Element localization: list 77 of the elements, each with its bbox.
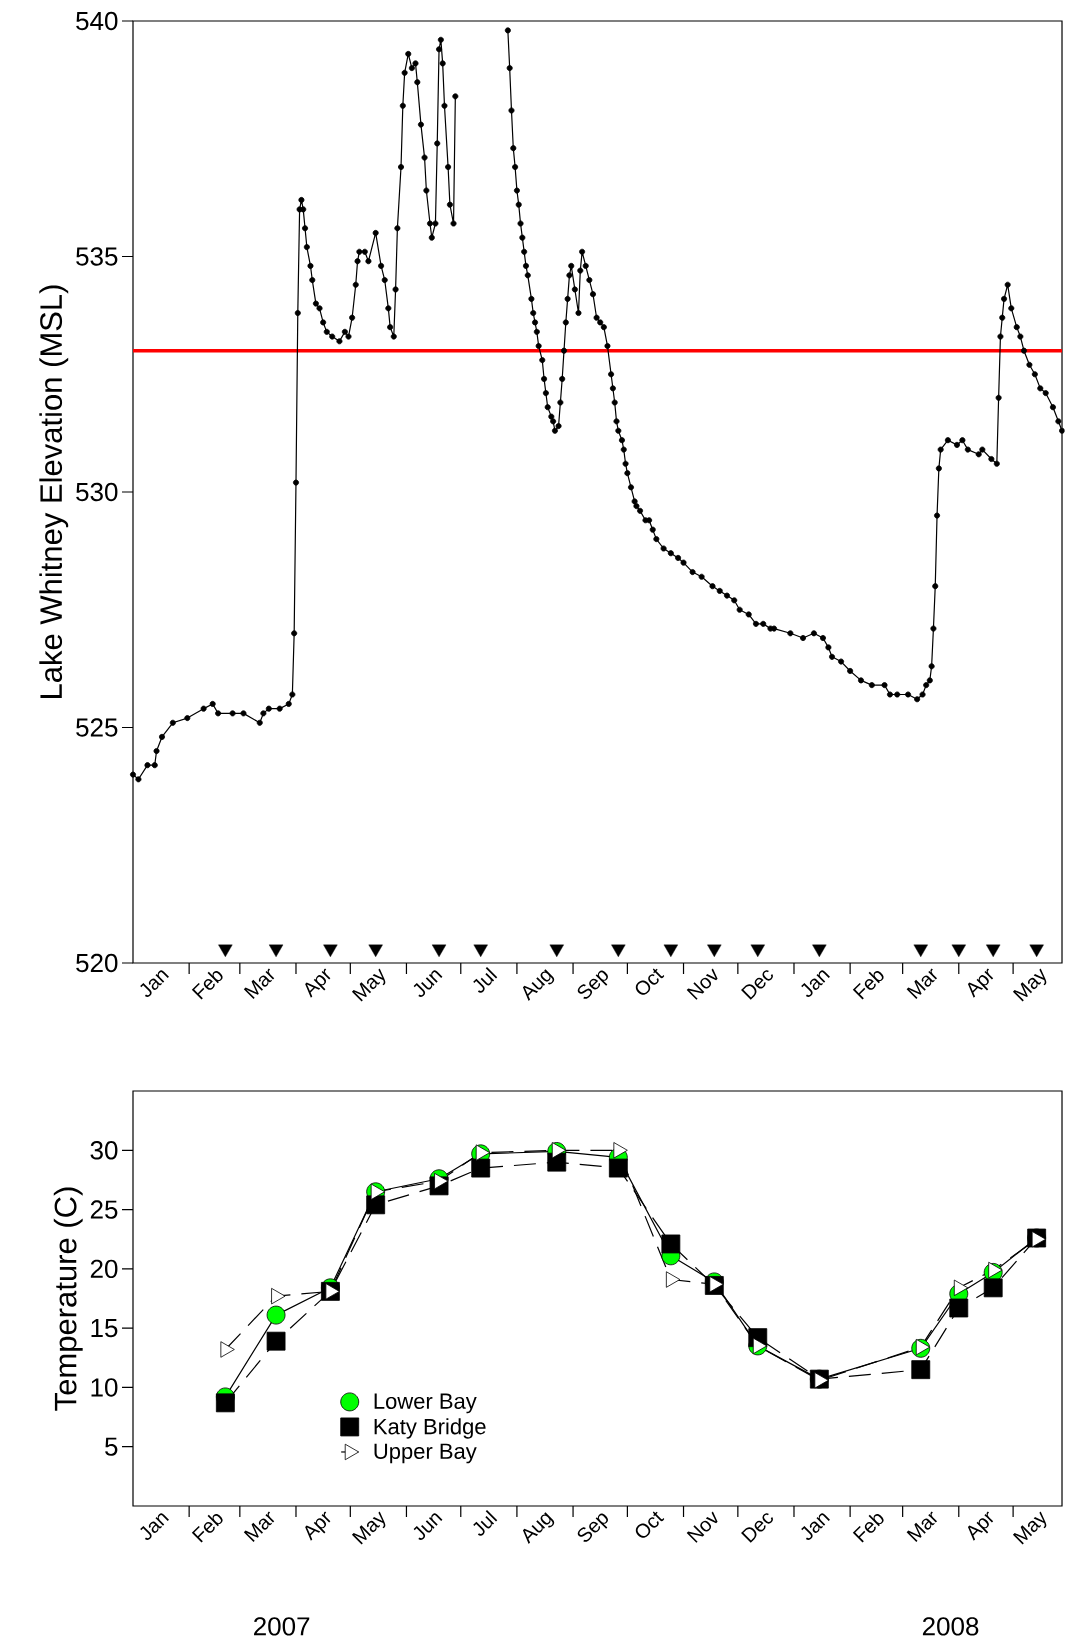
x-tick-label: Jan [140,970,170,997]
point [434,1172,449,1190]
x-tick-label: Nov [686,1511,718,1543]
x-tick-label: Jul [473,967,498,993]
point [266,1331,286,1351]
x-tick-label: Sep [577,970,609,999]
point [220,1341,235,1358]
x-tick-label: Oct [636,1511,665,1538]
point [814,1372,829,1389]
point [666,1271,681,1288]
x-tick-label: Jul [473,1510,498,1536]
x-tick-label: Mar [906,1511,938,1543]
x-tick-label: Mar [244,968,275,1000]
point [661,1234,681,1254]
point [949,1298,969,1318]
point [547,1152,567,1172]
x-tick-label: Apr [305,968,331,998]
x-tick-label: Apr [968,1511,994,1541]
text: 2007 [254,1617,310,1636]
legend-label: Katy Bridge [374,1418,486,1439]
point [609,1158,628,1178]
x-tick-label: Nov [686,968,718,1000]
point [988,1261,1003,1279]
y-tick-label: 30 [90,1141,118,1160]
y-tick-label: 520 [76,953,118,973]
x-tick-label: Feb [192,970,223,1000]
x-tick-label: May [1013,968,1047,1002]
text: 2008 [923,1617,979,1636]
point [216,1393,235,1413]
y-tick-label: 535 [76,247,118,266]
y-tick-label: 525 [76,718,118,737]
x-tick-label: Jun [413,1513,443,1540]
y-tick-label: 530 [76,482,118,502]
y-tick-label: 5 [105,1437,118,1456]
y-tick-label: 25 [91,1200,118,1219]
point [753,1337,768,1355]
x-tick-label: Sep [577,1513,609,1542]
x-tick-label: Aug [523,1512,555,1544]
x-tick-label: Feb [853,1513,884,1543]
x-tick-label: Apr [968,968,994,998]
point [916,1338,931,1356]
x-tick-label: Apr [305,1511,331,1541]
x-tick-label: Jan [140,1513,170,1540]
x-tick-label: Feb [192,1513,223,1543]
point [709,1276,724,1293]
x-tick-label: Feb [853,970,884,1000]
x-tick-label: Mar [244,1511,275,1543]
point [954,1279,969,1297]
y-axis-title: Lake Whitney Elevation (MSL) [39,285,69,698]
x-tick-label: May [352,968,386,1002]
x-tick-label: Dec [741,970,774,1000]
x-tick-label: Jan [801,1513,831,1540]
point [471,1158,491,1178]
point [366,1195,386,1215]
x-tick-label: Dec [741,1513,774,1543]
y-tick-label: 540 [76,11,118,31]
y-tick-label: 20 [91,1259,118,1279]
y-axis-title: Temperature (C) [53,1187,83,1411]
x-tick-label: Oct [636,968,665,995]
x-tick-label: Mar [906,968,938,1000]
point [911,1360,931,1380]
x-tick-label: Jan [801,970,831,997]
y-tick-label: 15 [91,1319,118,1338]
point [271,1287,286,1305]
point [325,1283,340,1300]
point [476,1144,491,1161]
legend-label: Lower Bay [374,1393,477,1414]
point [613,1142,628,1159]
x-tick-label: Jun [413,970,443,997]
point [266,1305,286,1325]
legend-label: Upper Bay [374,1443,477,1464]
point [552,1142,567,1159]
y-tick-label: 10 [91,1378,118,1397]
point [984,1278,1003,1298]
x-tick-label: May [352,1511,386,1545]
x-tick-label: Aug [523,969,555,1001]
x-tick-label: May [1013,1511,1047,1545]
